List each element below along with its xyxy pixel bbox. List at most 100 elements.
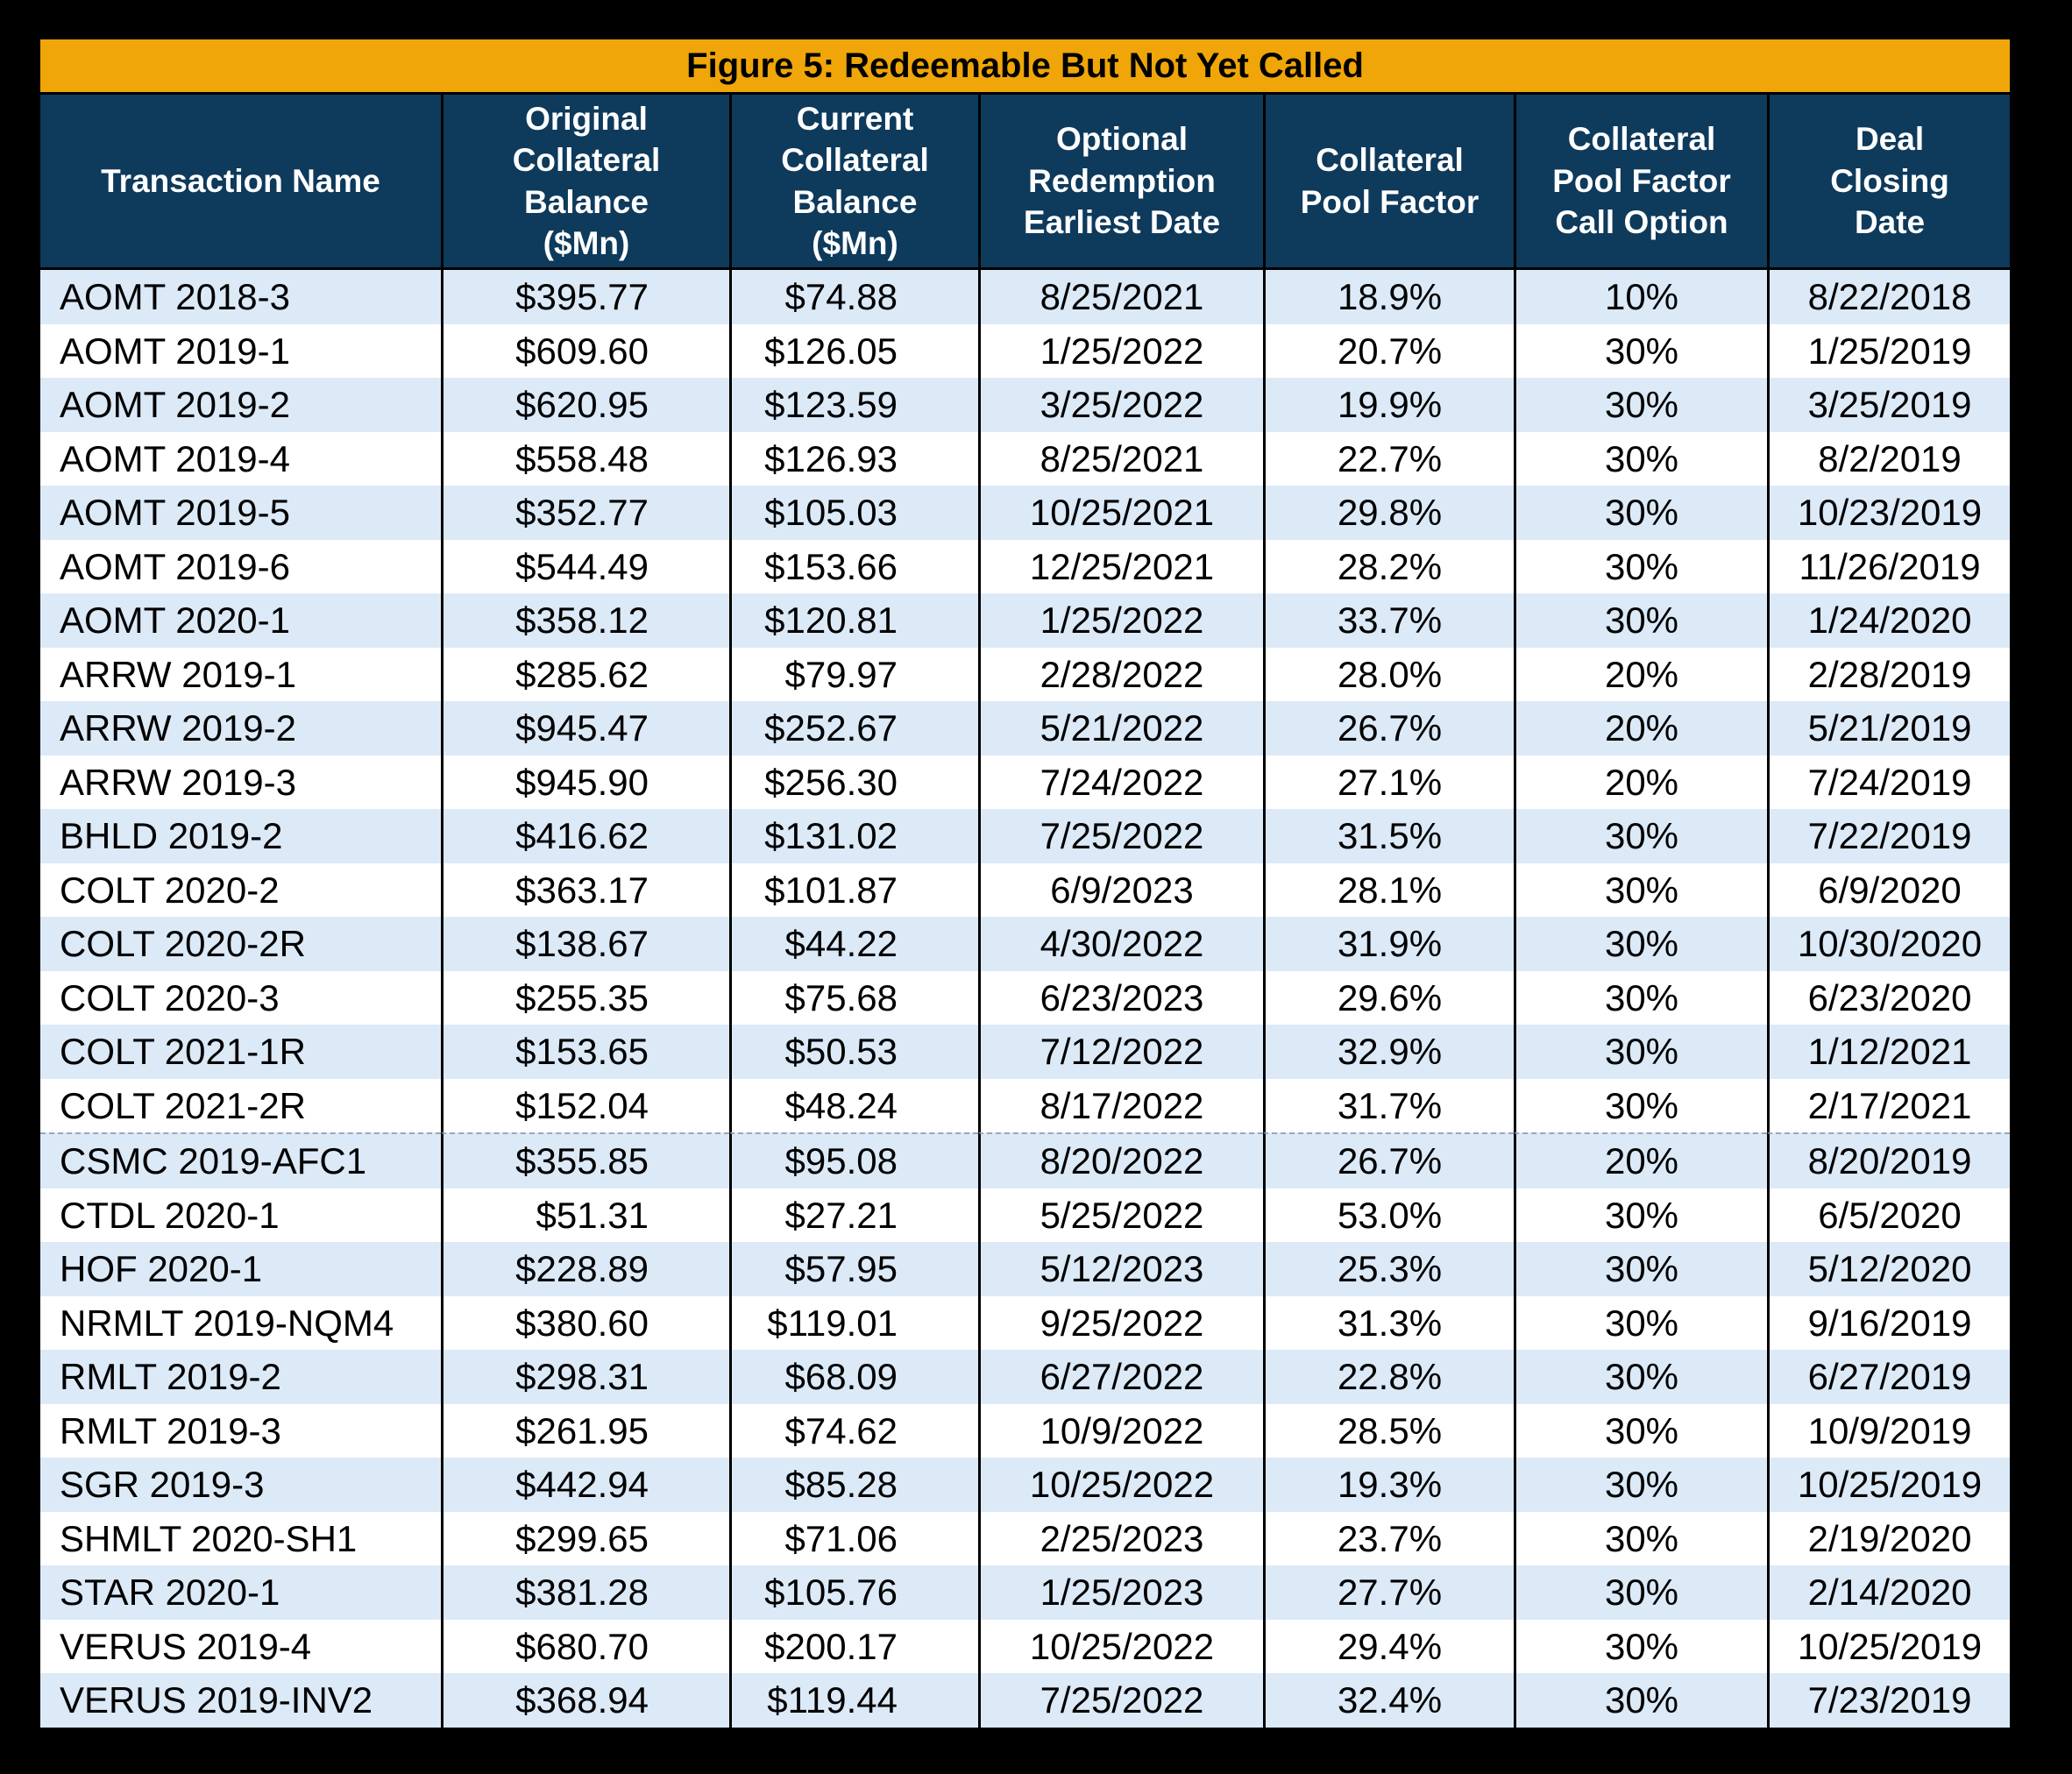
- cell-deal-closing-date: 2/14/2020: [1767, 1565, 2010, 1620]
- cell-collateral-pool-factor-call-option: 30%: [1514, 431, 1767, 486]
- table-row: NRMLT 2019-NQM4 $380.60 $119.01 9/25/2022 31…: [40, 1295, 2011, 1350]
- cell-current-collateral-balance: $131.02: [729, 809, 978, 863]
- cell-original-collateral-balance: $680.70: [441, 1619, 729, 1673]
- cell-collateral-pool-factor-call-option: 30%: [1514, 1565, 1767, 1620]
- cell-deal-closing-date: 10/30/2020: [1767, 917, 2010, 971]
- cell-transaction-name: AOMT 2018-3: [60, 276, 291, 317]
- cell-deal-closing-date: 6/5/2020: [1767, 1188, 2010, 1242]
- cell-optional-redemption-earliest-date: 7/24/2022: [978, 755, 1263, 809]
- cell-original-collateral-balance: $416.62: [441, 809, 729, 863]
- cell-original-collateral-balance: $368.94: [441, 1673, 729, 1728]
- cell-collateral-pool-factor: 31.5%: [1263, 809, 1514, 863]
- figure5-table: Figure 5: Redeemable But Not Yet Called …: [35, 34, 2016, 1733]
- cell-optional-redemption-earliest-date: 1/25/2022: [978, 593, 1263, 648]
- cell-optional-redemption-earliest-date: 12/25/2021: [978, 539, 1263, 593]
- cell-transaction-name: COLT 2020-3: [60, 976, 280, 1018]
- table-row: COLT 2020-2R $138.67 $44.22 4/30/2022 31.9% 3…: [40, 917, 2011, 971]
- table-row: STAR 2020-1 $381.28 $105.76 1/25/2023 27.7% 3…: [40, 1565, 2011, 1620]
- cell-transaction-name: SGR 2019-3: [60, 1464, 265, 1505]
- cell-transaction-name: ARRW 2019-1: [60, 653, 297, 695]
- cell-collateral-pool-factor: 25.3%: [1263, 1242, 1514, 1296]
- cell-collateral-pool-factor: 32.9%: [1263, 1025, 1514, 1079]
- cell-deal-closing-date: 8/22/2018: [1767, 270, 2010, 324]
- cell-current-collateral-balance: $75.68: [729, 970, 978, 1025]
- cell-transaction-name: RMLT 2019-3: [60, 1409, 281, 1451]
- cell-original-collateral-balance: $395.77: [441, 270, 729, 324]
- table-row: SGR 2019-3 $442.94 $85.28 10/25/2022 19.3% 30…: [40, 1458, 2011, 1512]
- column-header-optional-redemption-earliest-date: Optional Redemption Earliest Date: [978, 95, 1263, 270]
- cell-optional-redemption-earliest-date: 2/28/2022: [978, 647, 1263, 701]
- cell-deal-closing-date: 6/9/2020: [1767, 862, 2010, 917]
- cell-collateral-pool-factor-call-option: 30%: [1514, 539, 1767, 593]
- cell-current-collateral-balance: $123.59: [729, 378, 978, 432]
- cell-optional-redemption-earliest-date: 6/9/2023: [978, 862, 1263, 917]
- cell-collateral-pool-factor-call-option: 30%: [1514, 323, 1767, 378]
- cell-original-collateral-balance: $355.85: [441, 1132, 729, 1189]
- cell-optional-redemption-earliest-date: 5/21/2022: [978, 701, 1263, 756]
- cell-original-collateral-balance: $442.94: [441, 1458, 729, 1512]
- cell-collateral-pool-factor-call-option: 30%: [1514, 593, 1767, 648]
- cell-collateral-pool-factor-call-option: 30%: [1514, 486, 1767, 540]
- cell-current-collateral-balance: $57.95: [729, 1242, 978, 1296]
- cell-original-collateral-balance: $352.77: [441, 486, 729, 540]
- cell-collateral-pool-factor: 22.7%: [1263, 431, 1514, 486]
- cell-current-collateral-balance: $200.17: [729, 1619, 978, 1673]
- table-row: CSMC 2019-AFC1 $355.85 $95.08 8/20/2022 26.7…: [40, 1132, 2011, 1189]
- cell-optional-redemption-earliest-date: 6/27/2022: [978, 1350, 1263, 1404]
- table-row: COLT 2021-1R $153.65 $50.53 7/12/2022 32.9% 3…: [40, 1025, 2011, 1079]
- cell-collateral-pool-factor-call-option: 30%: [1514, 1295, 1767, 1350]
- cell-optional-redemption-earliest-date: 8/25/2021: [978, 270, 1263, 324]
- cell-collateral-pool-factor: 26.7%: [1263, 1132, 1514, 1189]
- cell-current-collateral-balance: $119.01: [729, 1295, 978, 1350]
- cell-deal-closing-date: 2/28/2019: [1767, 647, 2010, 701]
- cell-optional-redemption-earliest-date: 6/23/2023: [978, 970, 1263, 1025]
- figure-title: Figure 5: Redeemable But Not Yet Called: [40, 39, 2011, 95]
- cell-collateral-pool-factor-call-option: 30%: [1514, 1673, 1767, 1728]
- table-row: SHMLT 2020-SH1 $299.65 $71.06 2/25/2023 23.7…: [40, 1511, 2011, 1565]
- cell-collateral-pool-factor: 26.7%: [1263, 701, 1514, 756]
- cell-collateral-pool-factor-call-option: 30%: [1514, 917, 1767, 971]
- cell-deal-closing-date: 2/17/2021: [1767, 1078, 2010, 1132]
- cell-original-collateral-balance: $558.48: [441, 431, 729, 486]
- cell-original-collateral-balance: $609.60: [441, 323, 729, 378]
- cell-optional-redemption-earliest-date: 1/25/2023: [978, 1565, 1263, 1620]
- cell-optional-redemption-earliest-date: 8/17/2022: [978, 1078, 1263, 1132]
- cell-optional-redemption-earliest-date: 1/25/2022: [978, 323, 1263, 378]
- cell-current-collateral-balance: $153.66: [729, 539, 978, 593]
- cell-deal-closing-date: 8/20/2019: [1767, 1132, 2011, 1189]
- cell-current-collateral-balance: $105.76: [729, 1565, 978, 1620]
- cell-collateral-pool-factor: 27.7%: [1263, 1565, 1514, 1620]
- cell-collateral-pool-factor-call-option: 30%: [1514, 970, 1767, 1025]
- table-row: COLT 2021-2R $152.04 $48.24 8/17/2022 31.7% 3…: [40, 1078, 2011, 1132]
- cell-optional-redemption-earliest-date: 10/25/2022: [978, 1619, 1263, 1673]
- cell-original-collateral-balance: $228.89: [441, 1242, 729, 1296]
- cell-collateral-pool-factor: 19.9%: [1263, 378, 1514, 432]
- cell-current-collateral-balance: $68.09: [729, 1350, 978, 1404]
- cell-original-collateral-balance: $381.28: [441, 1565, 729, 1620]
- cell-collateral-pool-factor-call-option: 30%: [1514, 1078, 1767, 1132]
- cell-optional-redemption-earliest-date: 9/25/2022: [978, 1295, 1263, 1350]
- cell-deal-closing-date: 7/23/2019: [1767, 1673, 2010, 1728]
- cell-collateral-pool-factor: 28.5%: [1263, 1403, 1514, 1458]
- cell-collateral-pool-factor: 18.9%: [1263, 270, 1514, 324]
- cell-transaction-name: RMLT 2019-2: [60, 1356, 281, 1397]
- table-row: COLT 2020-3 $255.35 $75.68 6/23/2023 29.6% 30…: [40, 970, 2011, 1025]
- cell-collateral-pool-factor: 53.0%: [1263, 1188, 1514, 1242]
- cell-collateral-pool-factor-call-option: 30%: [1514, 809, 1767, 863]
- cell-deal-closing-date: 1/12/2021: [1767, 1025, 2010, 1079]
- cell-transaction-name: VERUS 2019-4: [60, 1625, 312, 1667]
- table-row: HOF 2020-1 $228.89 $57.95 5/12/2023 25.3% 30%…: [40, 1242, 2011, 1296]
- table-row: RMLT 2019-3 $261.95 $74.62 10/9/2022 28.5% 30…: [40, 1403, 2011, 1458]
- cell-collateral-pool-factor-call-option: 30%: [1514, 1350, 1767, 1404]
- cell-collateral-pool-factor: 29.6%: [1263, 970, 1514, 1025]
- cell-collateral-pool-factor-call-option: 30%: [1514, 1188, 1767, 1242]
- table-row: ARRW 2019-2 $945.47 $252.67 5/21/2022 26.7% 2…: [40, 701, 2011, 756]
- cell-current-collateral-balance: $120.81: [729, 593, 978, 648]
- cell-original-collateral-balance: $298.31: [441, 1350, 729, 1404]
- column-header-row: Transaction Name Original Collateral Bal…: [40, 95, 2011, 270]
- cell-collateral-pool-factor-call-option: 20%: [1514, 755, 1767, 809]
- cell-collateral-pool-factor: 27.1%: [1263, 755, 1514, 809]
- table-body: AOMT 2018-3 $395.77 $74.88 8/25/2021 18.9% 10…: [40, 270, 2011, 1728]
- cell-original-collateral-balance: $363.17: [441, 862, 729, 917]
